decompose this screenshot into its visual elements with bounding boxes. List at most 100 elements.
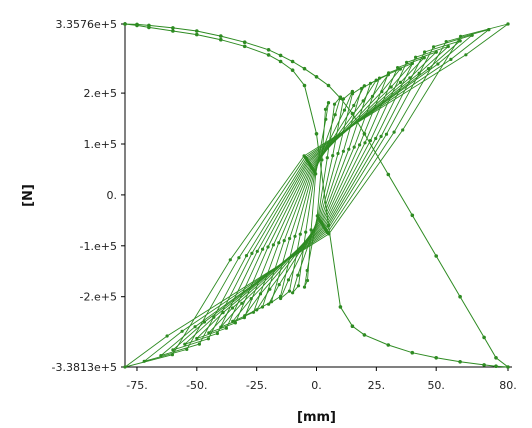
data-point xyxy=(277,241,281,245)
hysteresis-loop xyxy=(172,40,461,351)
x-tick-label: -25. xyxy=(246,379,267,392)
data-point xyxy=(202,320,207,324)
data-point xyxy=(386,343,391,347)
y-tick-label: 1.e+5 xyxy=(84,138,117,151)
data-point xyxy=(331,154,335,158)
data-point xyxy=(296,273,300,277)
data-point xyxy=(215,331,219,336)
data-point xyxy=(324,117,328,121)
plot-area xyxy=(123,22,510,369)
data-point xyxy=(147,23,151,28)
data-point xyxy=(197,342,201,346)
data-point xyxy=(326,83,331,88)
data-point xyxy=(260,305,265,309)
data-point xyxy=(449,57,453,62)
data-point xyxy=(233,321,237,325)
data-point xyxy=(350,111,355,116)
data-point xyxy=(170,353,174,357)
data-point xyxy=(287,289,292,293)
data-point xyxy=(228,258,232,262)
data-point xyxy=(251,310,256,314)
data-point xyxy=(304,230,308,234)
data-point xyxy=(392,130,396,134)
data-point xyxy=(352,103,356,108)
data-point xyxy=(123,22,127,26)
data-point xyxy=(171,26,175,30)
data-point xyxy=(434,50,438,54)
data-point xyxy=(224,326,228,330)
data-point xyxy=(341,149,345,153)
data-point xyxy=(219,37,223,42)
data-point xyxy=(250,251,254,255)
data-point xyxy=(336,151,340,156)
data-point xyxy=(291,291,295,295)
x-tick-label: -50. xyxy=(186,379,207,392)
data-point xyxy=(368,139,372,143)
y-ticks: 3.3576e+5 2.e+5 1.e+5 0. -1.e+5 -2.e+5 -3.3813… xyxy=(52,18,125,374)
data-point xyxy=(278,294,283,298)
data-point xyxy=(363,141,367,145)
data-point xyxy=(387,71,391,75)
data-point xyxy=(506,365,510,369)
data-point xyxy=(374,136,378,141)
y-tick-label: -1.e+5 xyxy=(80,240,117,253)
data-point xyxy=(362,333,367,337)
data-point xyxy=(302,83,307,88)
data-point xyxy=(286,278,291,282)
x-tick-label: -75. xyxy=(126,379,147,392)
data-point xyxy=(230,306,235,310)
hysteresis-loop xyxy=(256,79,377,311)
data-point xyxy=(326,101,331,105)
data-point xyxy=(278,59,283,64)
data-point xyxy=(261,247,265,251)
data-point xyxy=(293,234,297,238)
data-point xyxy=(494,364,498,369)
data-point xyxy=(386,172,391,177)
data-point xyxy=(277,283,281,287)
data-point xyxy=(302,66,307,71)
data-point xyxy=(377,76,382,80)
data-point xyxy=(302,154,306,158)
data-point xyxy=(482,335,486,340)
data-point xyxy=(165,334,169,338)
data-point xyxy=(352,145,356,149)
data-point xyxy=(314,132,319,136)
data-point xyxy=(242,44,247,49)
data-point xyxy=(290,59,295,64)
data-point xyxy=(290,68,295,72)
data-point xyxy=(255,249,259,253)
data-point xyxy=(123,365,127,369)
data-point xyxy=(347,147,351,151)
data-point xyxy=(401,128,405,132)
data-point xyxy=(320,158,324,162)
data-point xyxy=(266,245,270,249)
data-point xyxy=(350,324,355,329)
x-tick-label: 25. xyxy=(368,379,386,392)
data-point xyxy=(446,44,450,49)
y-tick-label: 0. xyxy=(107,189,118,202)
data-point xyxy=(180,329,184,333)
data-point xyxy=(332,102,337,106)
data-point xyxy=(444,40,448,44)
data-point xyxy=(244,254,249,258)
data-point xyxy=(326,223,331,228)
data-point xyxy=(195,29,199,33)
data-point xyxy=(325,156,329,160)
hysteresis-loop xyxy=(160,34,473,357)
data-point xyxy=(379,134,383,138)
data-point xyxy=(362,132,367,136)
data-point xyxy=(278,53,283,58)
data-point xyxy=(309,228,313,232)
data-point xyxy=(338,96,343,100)
data-point xyxy=(458,360,462,364)
y-axis-label: [N] xyxy=(21,184,36,207)
data-point xyxy=(183,342,187,346)
axes xyxy=(124,22,512,368)
data-point xyxy=(323,107,328,111)
data-point xyxy=(314,75,319,79)
data-point xyxy=(266,48,271,52)
hysteresis-loop xyxy=(292,96,341,294)
data-point xyxy=(333,113,337,117)
data-point xyxy=(242,40,247,44)
